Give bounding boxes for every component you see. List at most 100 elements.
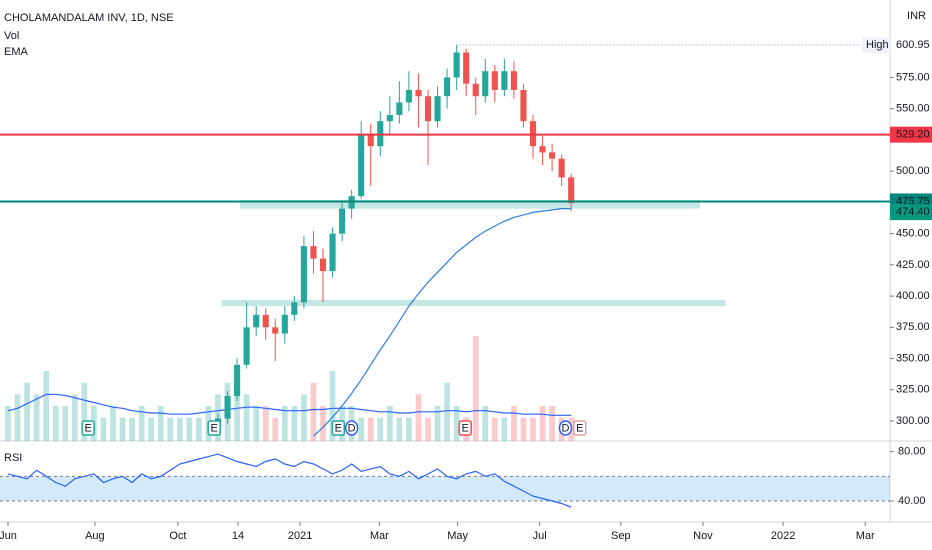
- event-badge: [331, 420, 346, 436]
- candle-body: [358, 133, 365, 197]
- x-tick-label: Nov: [693, 530, 713, 542]
- candle-body: [405, 89, 412, 103]
- event-label: E: [576, 422, 583, 434]
- candle-body: [424, 96, 432, 122]
- event-badge: [573, 420, 587, 436]
- y-tick-label: 450.00: [896, 228, 930, 240]
- ema-line: [313, 208, 572, 437]
- x-tick-label: Jun: [0, 530, 17, 542]
- volume-bar: [52, 406, 59, 441]
- x-tick-label: Sep: [611, 530, 631, 542]
- volume-bar: [186, 417, 193, 441]
- volume-bar: [482, 406, 489, 441]
- volume-bar: [234, 394, 240, 441]
- x-tick-label: Oct: [169, 530, 186, 542]
- candle-body: [472, 83, 479, 97]
- volume-bar: [415, 394, 422, 441]
- last-price-bg: [890, 204, 932, 221]
- event-badge: [558, 420, 573, 436]
- volume-bar: [281, 406, 288, 441]
- candle-body: [224, 396, 231, 419]
- event-badge: [458, 420, 472, 436]
- y-tick-label: 550.00: [896, 103, 930, 115]
- volume-bar: [62, 406, 69, 441]
- volume-bar: [71, 394, 78, 441]
- event-label: E: [85, 422, 92, 434]
- volume-bar: [14, 394, 21, 441]
- y-tick-label: 350.00: [896, 352, 930, 364]
- candle-body: [243, 327, 250, 365]
- volume-bar: [24, 382, 30, 441]
- candle-body: [319, 258, 327, 272]
- candle-body: [510, 71, 517, 90]
- volume-bar: [520, 417, 527, 441]
- candle-body: [329, 233, 336, 272]
- volume-bar: [43, 371, 50, 441]
- volume-bar: [33, 394, 40, 441]
- candle-body: [310, 246, 317, 259]
- event-label: E: [462, 422, 469, 434]
- volume-bar: [5, 406, 11, 441]
- volume-bar: [358, 417, 365, 441]
- chart-title: CHOLAMANDALAM INV, 1D, NSE: [4, 12, 174, 24]
- candle-body: [444, 77, 451, 97]
- x-tick-label: Mar: [370, 530, 389, 542]
- candle-body: [291, 302, 298, 315]
- y-tick-label: 375.00: [896, 321, 930, 333]
- candle-body: [539, 146, 546, 153]
- candle-body: [520, 89, 527, 122]
- volume-bar: [253, 406, 260, 441]
- indicator-label: Vol: [4, 30, 19, 42]
- event-label: E: [211, 422, 218, 434]
- volume-bar: [167, 417, 174, 441]
- volume-bar: [262, 406, 269, 441]
- candle-body: [367, 133, 374, 147]
- volume-bar: [81, 382, 88, 441]
- candle-body: [281, 314, 288, 334]
- volume-bar: [138, 406, 145, 441]
- candle-body: [262, 314, 269, 328]
- volume-bar: [406, 417, 412, 441]
- volume-bar: [243, 394, 250, 441]
- rsi-band: [0, 476, 890, 502]
- x-tick-label: 2022: [771, 530, 795, 542]
- x-tick-label: May: [447, 530, 468, 542]
- volume-bar: [310, 382, 317, 441]
- candle-body: [415, 89, 422, 97]
- volume-bar: [329, 371, 336, 441]
- candle-body: [491, 71, 498, 90]
- candle-body: [234, 364, 241, 397]
- candle-body: [482, 71, 489, 97]
- last-price: 474.40: [896, 206, 930, 218]
- volume-bar: [148, 417, 155, 441]
- event-badge: [344, 420, 359, 436]
- volume-bar: [511, 406, 517, 441]
- candle-body: [386, 114, 393, 122]
- volume-bar: [491, 417, 498, 441]
- x-tick-label: Mar: [856, 530, 875, 542]
- event-label: D: [561, 422, 569, 434]
- volume-bar: [110, 406, 116, 441]
- volume-bar: [119, 417, 126, 441]
- event-label: D: [348, 422, 356, 434]
- volume-bar: [196, 417, 202, 441]
- volume-bar: [386, 406, 393, 441]
- volume-bar: [539, 406, 546, 441]
- volume-bar: [425, 417, 431, 441]
- candle-body: [253, 314, 260, 328]
- volume-bar: [301, 394, 307, 441]
- x-tick-label: Jul: [533, 530, 547, 542]
- high-tag-bg: [862, 37, 890, 54]
- volume-bar: [100, 417, 107, 441]
- y-tick-label: 575.00: [896, 71, 930, 83]
- x-tick-label: Aug: [85, 530, 105, 542]
- x-tick-label: 2021: [288, 530, 312, 542]
- volume-bar: [444, 382, 450, 441]
- y-tick-label: 425.00: [896, 259, 930, 271]
- candle-body: [339, 208, 346, 234]
- high-value: 600.95: [896, 39, 930, 51]
- volume-bar: [472, 336, 479, 441]
- candle-body: [568, 177, 575, 204]
- currency[interactable]: INR: [907, 10, 926, 22]
